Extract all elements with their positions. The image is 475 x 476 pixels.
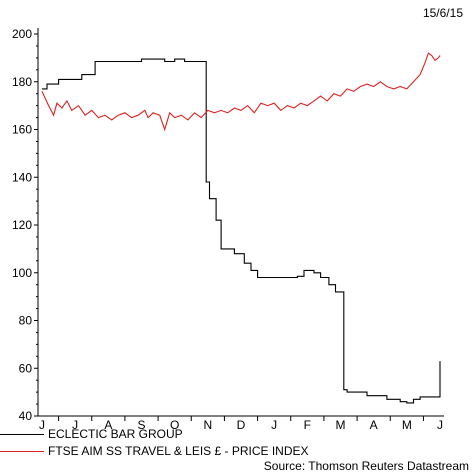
y-tick-label: 60 — [19, 361, 33, 375]
legend-label: ECLECTIC BAR GROUP — [48, 427, 183, 441]
y-tick-label: 200 — [12, 27, 32, 41]
series-line-eclectic-bar-group — [42, 58, 441, 404]
chart-date-label: 15/6/15 — [422, 6, 463, 20]
x-tick-label: M — [402, 418, 412, 432]
x-tick-label: A — [104, 418, 112, 432]
y-axis: 40 60 80 100 120 140 160 180 200 — [12, 27, 38, 423]
series-line-ftse-aim-travel-leisure — [41, 52, 441, 132]
x-tick-label: J — [437, 418, 443, 432]
x-tick-label: F — [304, 418, 311, 432]
legend-swatch-red — [0, 451, 44, 453]
y-tick-label: 80 — [19, 314, 33, 328]
legend-item-ftse-aim-travel-leisure: FTSE AIM SS TRAVEL & LEIS £ - PRICE INDE… — [0, 444, 309, 458]
y-tick-label: 180 — [12, 75, 32, 89]
y-tick-label: 160 — [12, 123, 32, 137]
x-tick-label: M — [336, 418, 346, 432]
y-tick-label: 100 — [12, 266, 32, 280]
y-tick-label: 40 — [19, 409, 33, 423]
x-tick-label: N — [203, 418, 212, 432]
y-tick-label: 120 — [12, 218, 32, 232]
legend-item-eclectic-bar-group: ECLECTIC BAR GROUP — [0, 427, 183, 441]
x-tick-label: A — [370, 418, 378, 432]
x-tick-label: O — [170, 418, 179, 432]
series-layer — [41, 52, 441, 404]
x-tick-label: J — [271, 418, 277, 432]
x-tick-label: S — [137, 418, 145, 432]
legend-swatch-black — [0, 434, 44, 436]
x-tick-label: D — [237, 418, 246, 432]
x-tick-label: J — [72, 418, 78, 432]
source-note: Source: Thomson Reuters Datastream — [263, 459, 469, 473]
plot-frame — [37, 28, 444, 417]
x-tick-label: J — [39, 418, 45, 432]
y-tick-label: 140 — [12, 170, 32, 184]
legend-label: FTSE AIM SS TRAVEL & LEIS £ - PRICE INDE… — [48, 444, 309, 458]
